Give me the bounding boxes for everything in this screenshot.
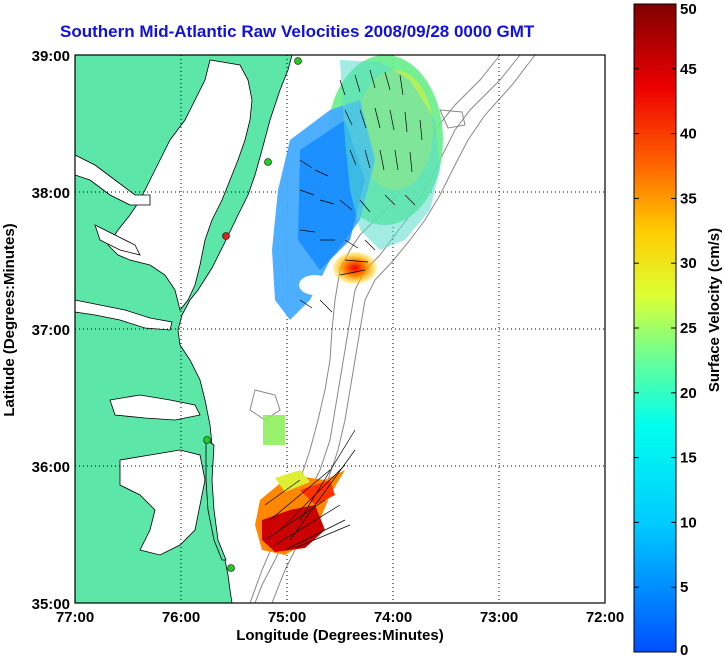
colorbar-tick-label: 5	[680, 579, 688, 596]
station-marker	[222, 232, 230, 240]
x-tick-label: 75:00	[268, 609, 306, 626]
plot-frame	[74, 54, 606, 604]
x-axis: 77:00 76:00 75:00 74:00 73:00 72:00 Long…	[56, 609, 624, 644]
colorbar-tick-label: 20	[680, 385, 697, 402]
station-marker	[264, 158, 272, 166]
y-axis: 39:00 38:00 37:00 36:00 35:00 Latitude (…	[1, 48, 70, 613]
pamlico-sound	[119, 449, 206, 556]
colorbar-tick-label: 50	[680, 1, 697, 18]
station-marker	[203, 436, 211, 444]
y-tick-label: 37:00	[32, 322, 70, 339]
x-tick-label: 76:00	[162, 609, 200, 626]
y-tick-label: 38:00	[32, 185, 70, 202]
velocity-field-south	[255, 470, 345, 555]
colorbar-tick-label: 45	[680, 61, 697, 78]
x-axis-label: Longitude (Degrees:Minutes)	[236, 627, 444, 644]
y-axis-label: Latitude (Degrees:Minutes)	[1, 223, 18, 416]
river-james	[74, 299, 173, 331]
station-marker	[227, 564, 235, 572]
x-tick-label: 72:00	[586, 609, 624, 626]
y-tick-label: 35:00	[32, 596, 70, 613]
colorbar-tick-label: 10	[680, 514, 697, 531]
map-title: Southern Mid-Atlantic Raw Velocities 200…	[60, 22, 535, 41]
x-tick-label: 77:00	[56, 609, 94, 626]
x-tick-label: 73:00	[480, 609, 518, 626]
colorbar-tick-label: 0	[680, 642, 688, 659]
colorbar-label: Surface Velocity (cm/s)	[706, 228, 723, 392]
colorbar-tick-label: 40	[680, 126, 697, 143]
y-tick-label: 39:00	[32, 48, 70, 65]
outer-banks	[205, 439, 227, 561]
colorbar: 0 5 10 15 20 25 30 35 40 45 50 Surface Velocity (c…	[633, 1, 723, 659]
albemarle-sound	[109, 394, 201, 421]
velocity-arrows	[264, 69, 423, 551]
station-markers	[203, 57, 302, 572]
x-tick-label: 74:00	[374, 609, 412, 626]
velocity-field-north	[263, 55, 443, 445]
station-marker	[294, 57, 302, 65]
y-tick-label: 36:00	[32, 459, 70, 476]
chesapeake-bay	[107, 59, 253, 311]
colorbar-tick-label: 30	[680, 255, 697, 272]
colorbar-tick-label: 25	[680, 320, 697, 337]
river-rappahannock	[94, 224, 141, 256]
colorbar-tick-label: 35	[680, 190, 697, 207]
colorbar-tick-label: 15	[680, 450, 697, 467]
